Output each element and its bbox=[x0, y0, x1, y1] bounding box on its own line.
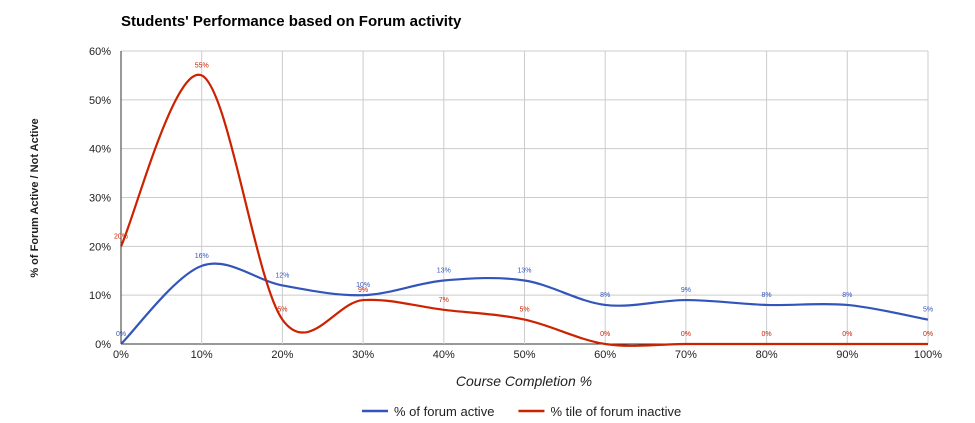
series-line-2 bbox=[120, 74, 928, 347]
data-label: 8% bbox=[842, 292, 852, 299]
data-label: 0% bbox=[923, 331, 933, 338]
x-tick-label: 20% bbox=[271, 349, 293, 361]
y-axis-label: % of Forum Active / Not Active bbox=[29, 118, 41, 277]
data-label: 7% bbox=[439, 297, 449, 304]
data-label: 9% bbox=[358, 287, 368, 294]
legend-label: % of forum active bbox=[394, 404, 494, 419]
data-label: 5% bbox=[519, 307, 529, 314]
y-tick-label: 0% bbox=[95, 339, 111, 351]
gridlines bbox=[120, 50, 929, 345]
data-label: 8% bbox=[762, 292, 772, 299]
data-label: 0% bbox=[762, 331, 772, 338]
x-tick-label: 30% bbox=[352, 349, 374, 361]
data-label: 13% bbox=[437, 268, 451, 275]
y-tick-label: 30% bbox=[89, 193, 111, 205]
x-tick-label: 40% bbox=[433, 349, 455, 361]
legend-label: % tile of forum inactive bbox=[550, 404, 681, 419]
data-label: 12% bbox=[275, 272, 289, 279]
data-label: 13% bbox=[517, 268, 531, 275]
data-label: 0% bbox=[116, 331, 126, 338]
y-tick-label: 60% bbox=[89, 46, 111, 58]
x-axis-label: Course Completion % bbox=[456, 373, 592, 389]
data-label: 8% bbox=[600, 292, 610, 299]
data-labels: 0% 16% 12% 10% 13% 13% 8% 9% 8% 8% 5% 20% 55% 5% 9% 7% 5… bbox=[114, 62, 933, 338]
y-tick-label: 10% bbox=[89, 290, 111, 302]
y-axis-ticks: 0% 10% 20% 30% 40% 50% 60% bbox=[89, 46, 111, 351]
y-tick-label: 20% bbox=[89, 241, 111, 253]
y-tick-label: 50% bbox=[89, 95, 111, 107]
data-label: 55% bbox=[195, 62, 209, 69]
chart-title: Students' Performance based on Forum act… bbox=[121, 13, 462, 30]
data-label: 0% bbox=[681, 331, 691, 338]
series-line-1 bbox=[120, 262, 929, 345]
x-tick-label: 0% bbox=[113, 349, 129, 361]
x-tick-label: 80% bbox=[756, 349, 778, 361]
y-tick-label: 40% bbox=[89, 144, 111, 156]
data-label: 5% bbox=[277, 307, 287, 314]
x-tick-label: 100% bbox=[914, 349, 942, 361]
x-tick-label: 10% bbox=[191, 349, 213, 361]
x-axis-ticks: 0% 10% 20% 30% 40% 50% 60% 70% 80% 90% 100% bbox=[113, 349, 942, 361]
data-label: 0% bbox=[842, 331, 852, 338]
x-tick-label: 50% bbox=[513, 349, 535, 361]
x-tick-label: 70% bbox=[675, 349, 697, 361]
data-label: 0% bbox=[600, 331, 610, 338]
data-label: 20% bbox=[114, 233, 128, 240]
legend: % of forum active % tile of forum inactiv… bbox=[362, 404, 681, 419]
data-label: 16% bbox=[195, 253, 209, 260]
series-lines bbox=[120, 74, 929, 347]
data-label: 10% bbox=[356, 282, 370, 289]
x-tick-label: 60% bbox=[594, 349, 616, 361]
data-label: 5% bbox=[923, 307, 933, 314]
x-tick-label: 90% bbox=[836, 349, 858, 361]
data-label: 9% bbox=[681, 287, 691, 294]
